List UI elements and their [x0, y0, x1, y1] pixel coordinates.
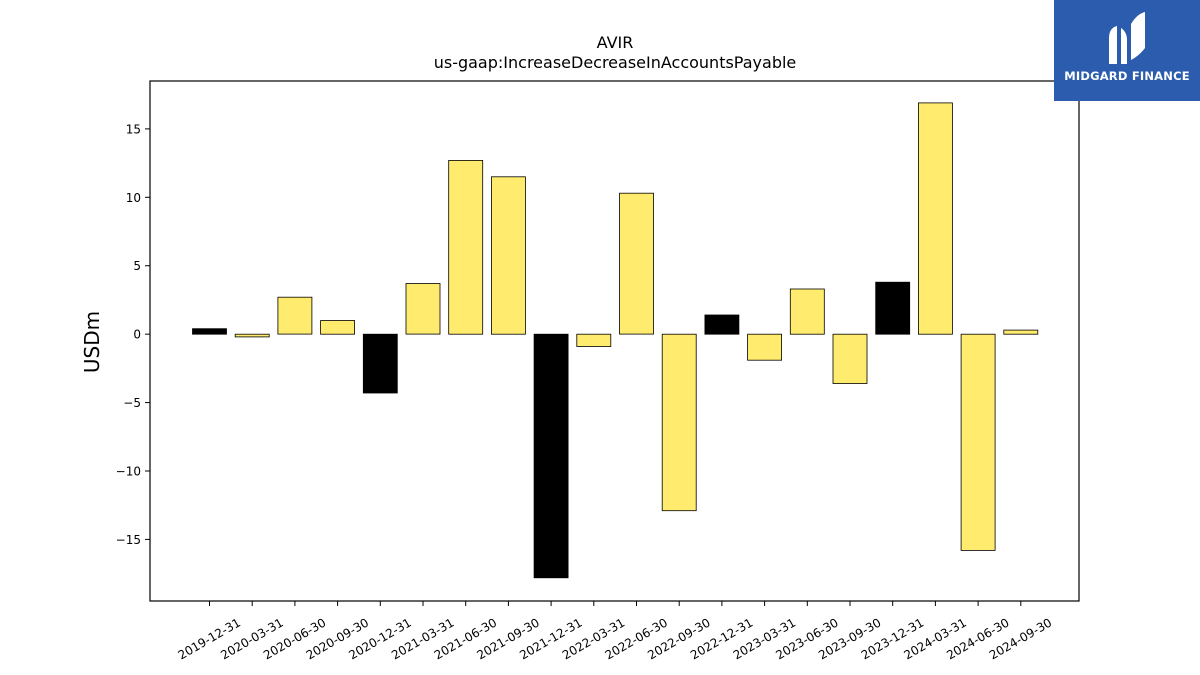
midgard-finance-logo: MIDGARD FINANCE	[1054, 0, 1200, 101]
chart-title: AVIR	[597, 33, 634, 52]
y-tick-label: 5	[133, 259, 141, 273]
bar	[875, 281, 911, 335]
bar	[448, 159, 484, 335]
bar	[362, 333, 398, 394]
y-tick-label: 15	[126, 122, 141, 136]
y-tick-label: −5	[123, 396, 141, 410]
bar	[405, 283, 441, 335]
bar	[704, 314, 740, 335]
bar	[918, 102, 953, 335]
bar	[576, 333, 612, 347]
bar	[619, 192, 654, 335]
chart-subtitle: us-gaap:IncreaseDecreaseInAccountsPayabl…	[434, 53, 797, 72]
x-axis-ticks: 2019-12-312020-03-312020-06-302020-09-30…	[176, 601, 1054, 662]
bars-group	[192, 102, 1039, 579]
bar	[832, 333, 868, 384]
y-axis-label: USDm	[80, 311, 104, 373]
bar	[490, 176, 526, 335]
logo-text: MIDGARD FINANCE	[1064, 69, 1190, 83]
bar	[234, 333, 270, 338]
y-tick-label: −15	[116, 533, 141, 547]
bar	[789, 288, 825, 335]
y-axis-ticks: 15 10 5 0 −5 −10 −15	[116, 122, 150, 547]
bar	[277, 296, 313, 335]
bar	[747, 333, 782, 361]
logo-mark-icon	[1109, 12, 1145, 64]
y-tick-label: 10	[126, 191, 141, 205]
bar	[192, 328, 227, 335]
y-tick-label: 0	[133, 328, 141, 342]
y-tick-label: −10	[116, 465, 141, 479]
bar	[320, 320, 356, 335]
bar	[533, 333, 569, 579]
bar	[960, 333, 996, 551]
bar	[1003, 329, 1039, 335]
plot-frame	[149, 80, 1080, 602]
bar	[661, 333, 697, 512]
